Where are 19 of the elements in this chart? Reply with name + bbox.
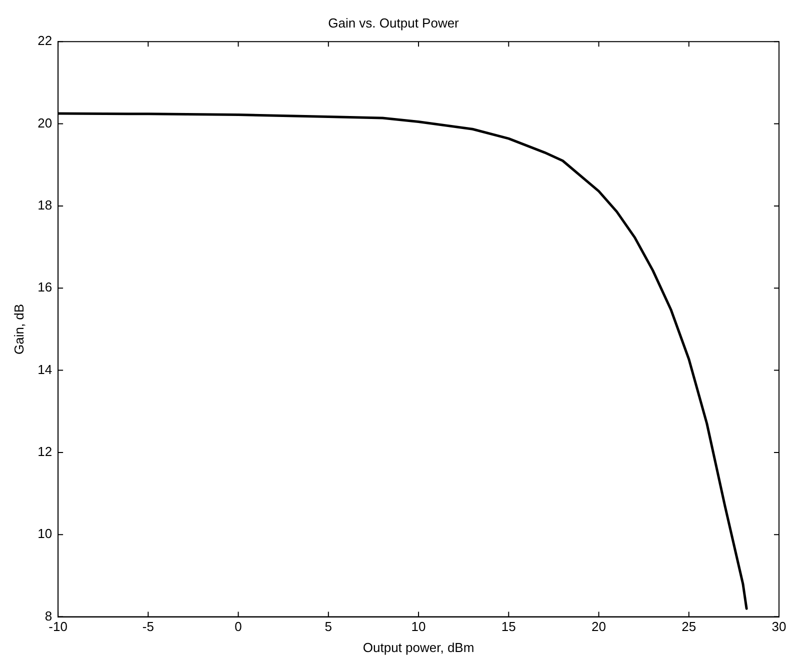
x-axis-title: Output power, dBm — [362, 640, 474, 655]
x-tick-label: 30 — [772, 619, 786, 634]
y-tick-label: 18 — [38, 198, 52, 213]
y-axis-title: Gain, dB — [11, 304, 26, 354]
x-tick-label: 25 — [682, 619, 696, 634]
x-tick-label: 15 — [501, 619, 516, 634]
x-tick-label: 5 — [324, 619, 332, 634]
y-tick-label: 12 — [38, 444, 52, 460]
x-tick-label: -5 — [142, 619, 154, 634]
y-tick-label: 8 — [44, 608, 52, 624]
chart-title: Gain vs. Output Power — [328, 15, 460, 30]
x-tick-label: 10 — [411, 619, 426, 634]
y-tick-label: 22 — [38, 33, 52, 48]
x-tick-label: 0 — [234, 619, 242, 634]
y-tick-label: 16 — [38, 280, 52, 295]
y-tick-label: 14 — [38, 362, 52, 377]
y-tick-label: 20 — [38, 115, 52, 130]
y-tick-label: 10 — [38, 526, 52, 542]
x-tick-label: 20 — [592, 619, 606, 634]
